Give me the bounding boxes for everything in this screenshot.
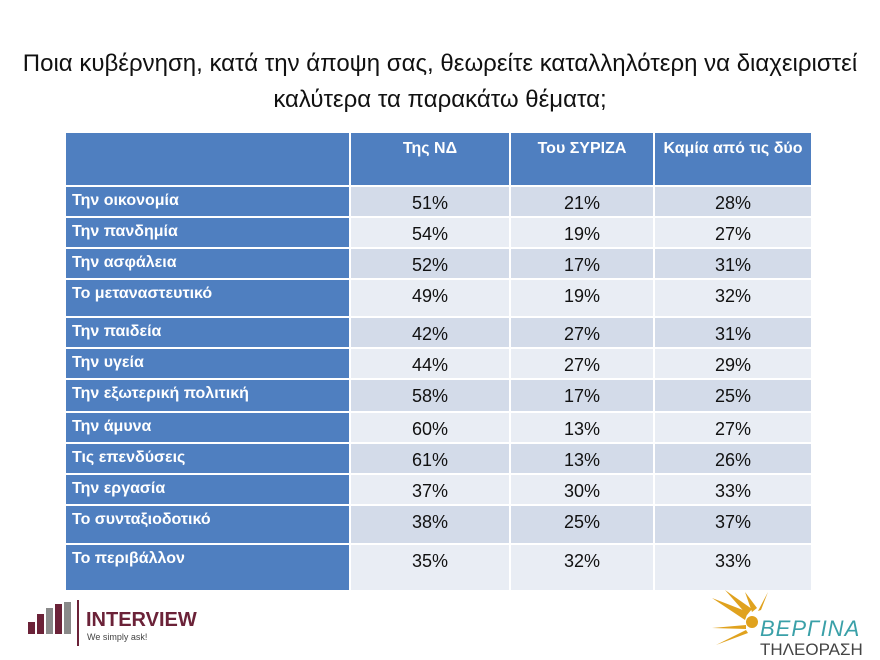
value-cell: 29% xyxy=(655,349,811,378)
row-label: Το περιβάλλον xyxy=(66,545,349,590)
header-cell: Του ΣΥΡΙΖΑ xyxy=(511,133,653,185)
value-cell: 19% xyxy=(511,280,653,316)
value-cell: 19% xyxy=(511,218,653,247)
value-cell: 26% xyxy=(655,444,811,473)
row-label: Την οικονομία xyxy=(66,187,349,216)
vergina-logo: ΒΕΡΓΙΝΑ ΤΗΛΕΟΡΑΣΗ xyxy=(712,590,863,659)
value-cell: 21% xyxy=(511,187,653,216)
title: Ποια κυβέρνηση, κατά την άποψη σας, θεωρ… xyxy=(22,50,858,113)
value-cell: 17% xyxy=(511,380,653,411)
row-label: Το μεταναστευτικό xyxy=(66,280,349,316)
value-cell: 27% xyxy=(655,413,811,442)
value-cell: 52% xyxy=(351,249,509,278)
value-cell: 37% xyxy=(351,475,509,504)
value-cell: 51% xyxy=(351,187,509,216)
interview-name: INTERVIEW xyxy=(86,609,197,631)
row-label: Την ασφάλεια xyxy=(66,249,349,278)
vergina-name: ΒΕΡΓΙΝΑ xyxy=(760,616,860,641)
value-cell: 33% xyxy=(655,475,811,504)
value-cell: 17% xyxy=(511,249,653,278)
row-label: Την εργασία xyxy=(66,475,349,504)
value-cell: 25% xyxy=(511,506,653,543)
vergina-sub: ΤΗΛΕΟΡΑΣΗ xyxy=(760,640,863,659)
row-label: Την υγεία xyxy=(66,349,349,378)
value-cell: 58% xyxy=(351,380,509,411)
value-cell: 27% xyxy=(511,349,653,378)
value-cell: 42% xyxy=(351,318,509,347)
value-cell: 44% xyxy=(351,349,509,378)
header-cell: Καμία από τις δύο xyxy=(655,133,811,185)
value-cell: 13% xyxy=(511,444,653,473)
row-label: Τις επενδύσεις xyxy=(66,444,349,473)
value-cell: 32% xyxy=(655,280,811,316)
header-cell: Της ΝΔ xyxy=(351,133,509,185)
value-cell: 35% xyxy=(351,545,509,590)
value-cell: 37% xyxy=(655,506,811,543)
row-label: Την άμυνα xyxy=(66,413,349,442)
value-cell: 60% xyxy=(351,413,509,442)
row-label: Την εξωτερική πολιτική xyxy=(66,380,349,411)
value-cell: 27% xyxy=(655,218,811,247)
value-cell: 27% xyxy=(511,318,653,347)
value-cell: 31% xyxy=(655,318,811,347)
value-cell: 33% xyxy=(655,545,811,590)
row-label: Την παιδεία xyxy=(66,318,349,347)
interview-tagline: We simply ask! xyxy=(87,632,147,642)
value-cell: 38% xyxy=(351,506,509,543)
value-cell: 25% xyxy=(655,380,811,411)
value-cell: 49% xyxy=(351,280,509,316)
value-cell: 32% xyxy=(511,545,653,590)
value-cell: 28% xyxy=(655,187,811,216)
value-cell: 31% xyxy=(655,249,811,278)
interview-logo: INTERVIEW We simply ask! xyxy=(28,600,197,646)
value-cell: 13% xyxy=(511,413,653,442)
row-label: Το συνταξιοδοτικό xyxy=(66,506,349,543)
row-label: Την πανδημία xyxy=(66,218,349,247)
header-cell xyxy=(66,133,349,185)
value-cell: 54% xyxy=(351,218,509,247)
value-cell: 61% xyxy=(351,444,509,473)
value-cell: 30% xyxy=(511,475,653,504)
